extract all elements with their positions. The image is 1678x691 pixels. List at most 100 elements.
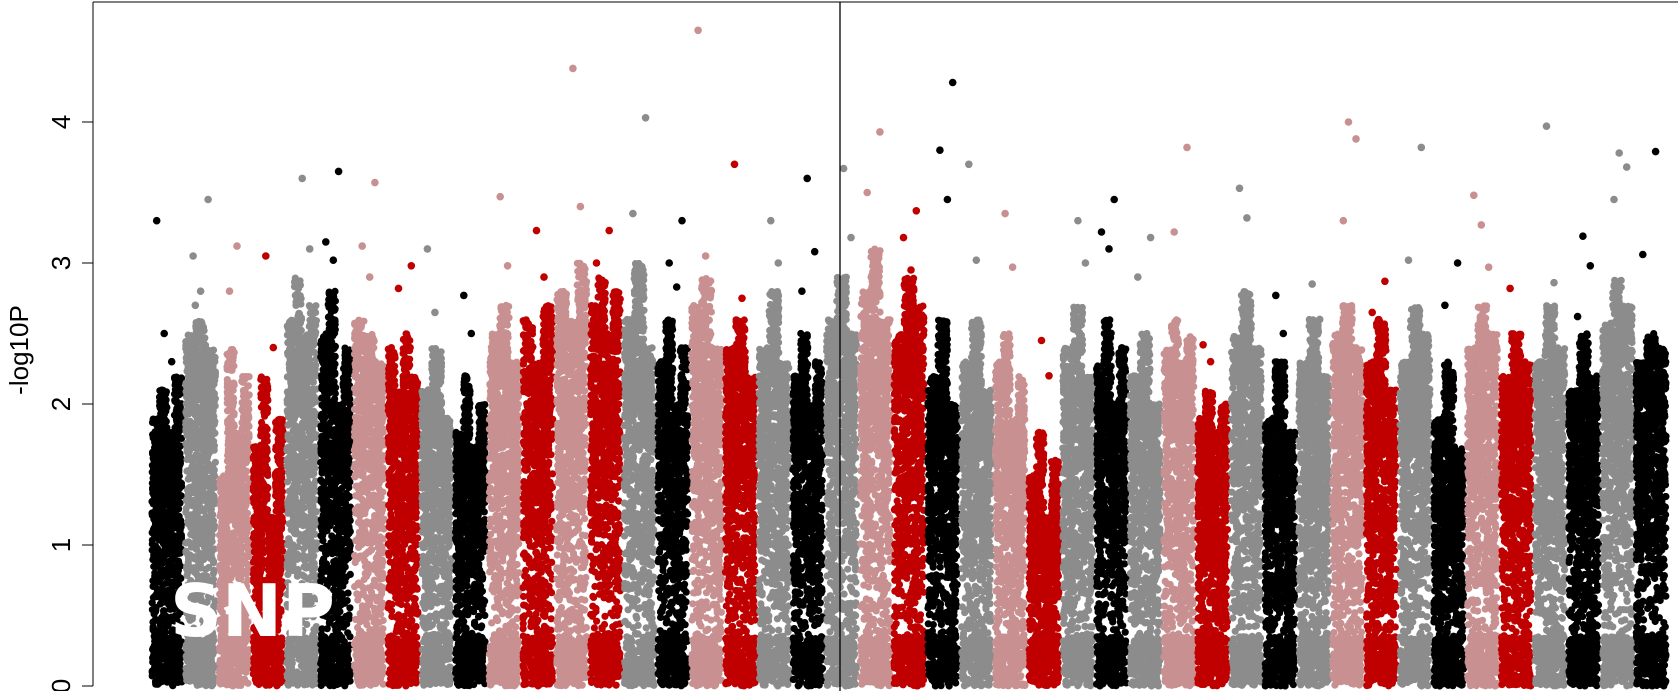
snp-point	[229, 546, 236, 553]
snp-point	[185, 513, 192, 520]
snp-point	[173, 499, 180, 506]
snp-point	[233, 510, 240, 517]
snp-point	[198, 350, 205, 357]
snp-point	[230, 380, 237, 387]
snp-point	[185, 378, 192, 385]
snp-point	[210, 558, 217, 565]
snp-point	[198, 536, 205, 543]
snp-point	[172, 479, 179, 486]
snp-outlier-point	[168, 358, 176, 366]
snp-point	[176, 521, 183, 528]
snp-point	[225, 464, 232, 471]
snp-point	[154, 563, 161, 570]
snp-point	[193, 328, 200, 335]
snp-point	[185, 422, 192, 429]
snp-point	[245, 382, 252, 389]
snp-outlier-point	[189, 252, 197, 260]
snp-point	[161, 547, 168, 554]
snp-point	[187, 484, 194, 491]
snp-point	[187, 660, 194, 667]
snp-point	[150, 434, 157, 441]
snp-point	[173, 399, 180, 406]
snp-point	[240, 662, 247, 669]
snp-point	[228, 346, 235, 353]
snp-point	[209, 525, 216, 532]
snp-point	[196, 516, 203, 523]
snp-outlier-point	[192, 302, 200, 310]
snp-point	[163, 448, 170, 455]
snp-point	[190, 439, 197, 446]
snp-point	[226, 387, 233, 394]
snp-point	[200, 324, 207, 331]
snp-point	[175, 491, 182, 498]
snp-point	[229, 407, 236, 414]
snp-point	[238, 454, 245, 461]
snp-point	[152, 543, 159, 550]
snp-point	[225, 434, 232, 441]
snp-point	[211, 495, 218, 502]
snp-point	[218, 552, 225, 559]
snp-point	[231, 504, 238, 511]
snp-outlier-point	[226, 287, 234, 295]
snp-point	[222, 491, 229, 498]
snp-point	[210, 417, 217, 424]
snp-point	[200, 676, 207, 683]
snp-point	[201, 524, 208, 531]
snp-point	[155, 680, 162, 687]
snp-point	[225, 448, 232, 455]
snp-point	[232, 529, 239, 536]
snp-point	[239, 465, 246, 472]
snp-point	[182, 440, 189, 447]
snp-point	[238, 516, 245, 523]
snp-point	[228, 477, 235, 484]
snp-point	[232, 430, 239, 437]
snp-point	[194, 451, 201, 458]
snp-point	[235, 652, 242, 659]
snp-point	[184, 368, 191, 375]
snp-point	[244, 432, 251, 439]
snp-point	[173, 549, 180, 556]
snp-point	[207, 508, 214, 515]
snp-point	[188, 406, 195, 413]
snp-point	[173, 418, 180, 425]
snp-point	[176, 665, 183, 672]
snp-point	[176, 451, 183, 458]
snp-point	[149, 529, 156, 536]
snp-point	[216, 532, 223, 539]
snp-point	[236, 485, 243, 492]
snp-point	[159, 569, 166, 576]
snp-point	[149, 599, 156, 606]
snp-point	[163, 455, 170, 462]
snp-point	[186, 540, 193, 547]
snp-point	[211, 430, 218, 437]
snp-outlier-point	[160, 330, 168, 338]
snp-point	[207, 448, 214, 455]
snp-point	[243, 529, 250, 536]
snp-point	[192, 392, 199, 399]
snp-point	[164, 656, 171, 663]
snp-point	[149, 672, 156, 679]
snp-point	[171, 390, 178, 397]
snp-point	[204, 438, 211, 445]
snp-point	[159, 387, 166, 394]
snp-point	[224, 419, 231, 426]
snp-point	[243, 394, 250, 401]
snp-point	[160, 540, 167, 547]
snp-point	[161, 500, 168, 507]
snp-point	[166, 667, 173, 674]
snp-point	[224, 395, 231, 402]
snp-point	[231, 518, 238, 525]
snp-point	[195, 413, 202, 420]
snp-point	[234, 555, 241, 562]
snp-point	[156, 463, 163, 470]
snp-point	[208, 366, 215, 373]
snp-point	[188, 676, 195, 683]
snp-point	[189, 502, 196, 509]
snp-point	[228, 358, 235, 365]
snp-point	[152, 616, 159, 623]
snp-point	[182, 549, 189, 556]
snp-point	[206, 354, 213, 361]
snp-point	[172, 465, 179, 472]
snp-point	[221, 519, 228, 526]
snp-point	[174, 408, 181, 415]
